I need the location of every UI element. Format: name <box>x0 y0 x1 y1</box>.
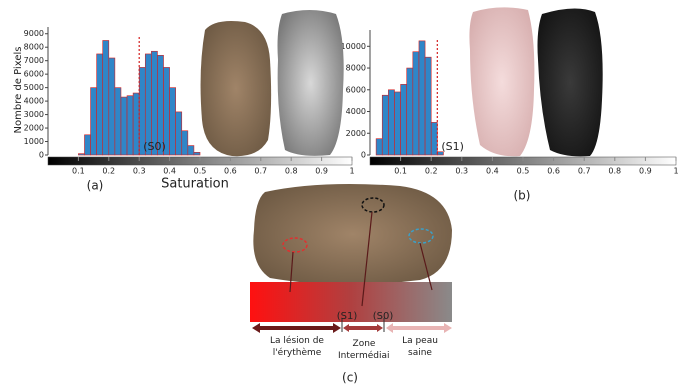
y-tick-label: 2000 <box>346 129 366 138</box>
zone-arrow <box>386 323 452 333</box>
x-tick-label: 0.7 <box>254 167 267 176</box>
x-tick-label: 0.3 <box>455 167 468 176</box>
bar <box>407 68 413 155</box>
y-tick-label: 1000 <box>24 137 44 146</box>
y-tick-label: 7000 <box>24 56 44 65</box>
bar <box>97 54 103 155</box>
bar <box>431 122 437 155</box>
photo-color <box>469 7 534 156</box>
x-tick-label: 0.4 <box>163 167 176 176</box>
panel-caption: (a) <box>87 179 104 193</box>
bar <box>394 92 400 155</box>
threshold-label: (S0) <box>143 140 166 153</box>
marker-label: (S0) <box>373 311 394 322</box>
figure: 0 1000 2000 3000 4000 5000 6000 7000 8000 9000 0.1… <box>0 0 683 388</box>
bar <box>401 84 407 155</box>
y-tick-label: 5000 <box>24 83 44 92</box>
bar <box>194 152 200 155</box>
y-tick-label: 2000 <box>24 124 44 133</box>
panel-caption: (b) <box>514 189 531 203</box>
threshold-label: (S1) <box>441 140 464 153</box>
zone-label: La peau saine <box>390 335 450 359</box>
x-tick-label: 0.5 <box>194 167 207 176</box>
bar <box>388 90 394 155</box>
zone-arrow <box>252 323 341 333</box>
bar <box>84 135 90 155</box>
bar <box>188 146 194 155</box>
x-tick-label: 0.7 <box>578 167 591 176</box>
y-tick-label: 3000 <box>24 110 44 119</box>
x-axis-label: Saturation <box>161 177 229 192</box>
x-tick-label: 0.9 <box>315 167 328 176</box>
y-tick-label: 6000 <box>346 85 366 94</box>
y-tick-label: 8000 <box>346 64 366 73</box>
zone-label: La peau saine <box>390 335 450 365</box>
y-tick-label: 0 <box>39 151 44 160</box>
zone-arrow <box>343 324 383 332</box>
bar <box>103 40 109 155</box>
bar <box>115 88 121 155</box>
y-tick-label: 9000 <box>24 29 44 38</box>
bar <box>78 154 84 155</box>
bar <box>109 58 115 155</box>
bar <box>127 96 133 155</box>
y-tick-label: 4000 <box>346 107 366 116</box>
photo-lesion <box>253 184 452 285</box>
x-tick-label: 0.1 <box>394 167 407 176</box>
y-tick-label: 4000 <box>24 97 44 106</box>
x-tick-label: 0.6 <box>547 167 560 176</box>
x-tick-label: 0.1 <box>72 167 85 176</box>
y-tick-label: 0 <box>361 151 366 160</box>
bar <box>121 97 127 155</box>
bar <box>376 139 382 155</box>
x-tick-label: 0.3 <box>133 167 146 176</box>
photo-saturation <box>538 8 603 156</box>
marker-label: (S1) <box>337 311 358 322</box>
x-tick-label: 0.2 <box>425 167 438 176</box>
y-tick-label: 8000 <box>24 43 44 52</box>
panel-caption: (c) <box>342 371 358 385</box>
photo-saturation <box>278 10 344 156</box>
bar <box>170 88 176 155</box>
x-tick-label: 0.9 <box>639 167 652 176</box>
bar <box>182 131 188 155</box>
x-tick-label: 1 <box>349 167 354 176</box>
bar <box>176 112 182 155</box>
x-tick-label: 0.5 <box>517 167 530 176</box>
y-tick-label: 10000 <box>341 42 366 51</box>
bar <box>133 93 139 155</box>
photo-color <box>201 21 272 156</box>
y-axis-label: Nombre de Pixels <box>13 47 24 134</box>
zone-label: Zone Intermédiaire <box>338 338 390 368</box>
x-tick-label: 0.8 <box>285 167 298 176</box>
zone-label: Zone Intermédiaire <box>338 338 390 362</box>
x-tick-label: 0.6 <box>224 167 237 176</box>
bar <box>419 41 425 155</box>
zone-label: La lésion de l'érythème <box>252 335 342 359</box>
bar <box>91 88 97 155</box>
bar <box>382 95 388 155</box>
zone-label: La lésion de l'érythème <box>252 335 342 365</box>
bar <box>425 57 431 155</box>
y-tick-label: 6000 <box>24 70 44 79</box>
bar <box>413 52 419 155</box>
x-tick-label: 1 <box>673 167 678 176</box>
x-tick-label: 0.4 <box>486 167 499 176</box>
x-tick-label: 0.8 <box>608 167 621 176</box>
x-tick-label: 0.2 <box>102 167 115 176</box>
